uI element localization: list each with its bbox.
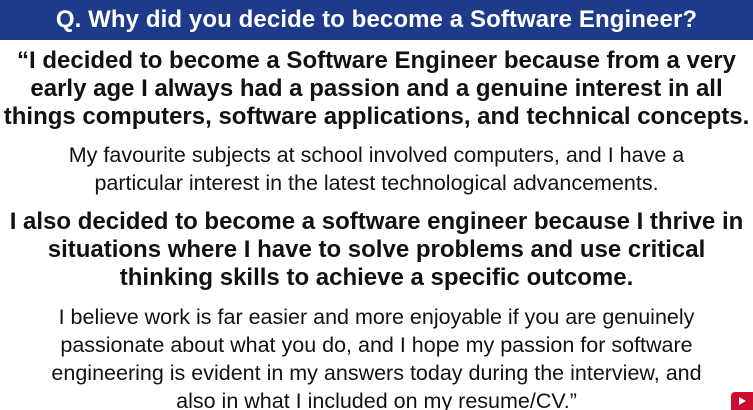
answer-p2-line-2: particular interest in the latest techno… xyxy=(94,171,659,195)
play-button[interactable] xyxy=(731,392,753,410)
answer-p1-line-2: early age I always had a passion and a g… xyxy=(30,75,723,102)
answer-p4-line-4: also in what I included on my resume/CV.… xyxy=(176,389,577,410)
answer-p1-line-3: things computers, software applications,… xyxy=(3,103,750,130)
answer-p3-line-1: I also decided to become a software engi… xyxy=(9,208,744,235)
answer-body: “I decided to become a Software Engineer… xyxy=(0,40,753,410)
play-icon xyxy=(739,397,746,405)
question-title: Q. Why did you decide to become a Softwa… xyxy=(55,6,698,33)
answer-p2-line-1: My favourite subjects at school involved… xyxy=(68,143,685,167)
question-header: Q. Why did you decide to become a Softwa… xyxy=(0,0,753,40)
answer-p4-line-2: passionate about what you do, and I hope… xyxy=(60,333,693,357)
answer-p3-line-3: thinking skills to achieve a specific ou… xyxy=(119,264,634,291)
answer-p3-line-2: situations where I have to solve problem… xyxy=(47,236,706,263)
answer-p4-line-1: I believe work is far easier and more en… xyxy=(58,305,695,329)
answer-p4-line-3: engineering is evident in my answers tod… xyxy=(51,361,702,385)
answer-p1-line-1: “I decided to become a Software Engineer… xyxy=(17,47,736,74)
